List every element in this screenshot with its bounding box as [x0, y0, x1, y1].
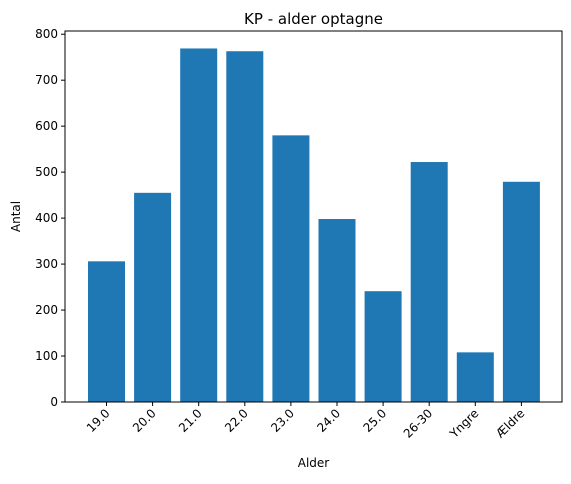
bar	[180, 48, 218, 403]
y-tick-label: 300	[35, 257, 58, 271]
y-tick-label: 700	[35, 73, 58, 87]
bar	[502, 181, 540, 402]
x-axis-ticks: 19.0 20.0 21.0 22.0 23.0 24.0 25.0 26-30 Yngre Æl…	[84, 402, 528, 441]
x-tick-label: 23.0	[268, 406, 297, 435]
y-axis-ticks: 0 100 200 300 400 500 600 700 800	[35, 27, 65, 409]
x-tick-label: 21.0	[176, 406, 205, 435]
y-axis-label: Antal	[9, 201, 23, 232]
y-tick-label: 500	[35, 165, 58, 179]
y-tick-label: 600	[35, 119, 58, 133]
y-tick-label: 800	[35, 27, 58, 41]
y-tick-label: 100	[35, 349, 58, 363]
bar	[410, 162, 448, 402]
x-axis-label: Alder	[298, 456, 330, 470]
y-tick-label: 0	[50, 395, 58, 409]
y-tick-label: 200	[35, 303, 58, 317]
bars	[88, 48, 540, 403]
plot-frame	[64, 30, 563, 403]
x-tick-label: 24.0	[314, 406, 343, 435]
bar	[272, 135, 310, 402]
bar	[88, 261, 125, 402]
x-tick-label: 20.0	[130, 406, 159, 435]
bar	[456, 352, 494, 402]
x-tick-label: 26-30	[401, 406, 436, 441]
bar	[364, 291, 402, 402]
y-tick-label: 400	[35, 211, 58, 225]
x-tick-label: Ældre	[493, 406, 527, 440]
x-tick-label: 19.0	[84, 406, 113, 435]
x-tick-label: 25.0	[360, 406, 389, 435]
chart-title: KP - alder optagne	[244, 10, 383, 28]
bar	[318, 219, 356, 402]
x-tick-label: Yngre	[446, 406, 481, 441]
x-tick-label: 22.0	[222, 406, 251, 435]
bar	[226, 51, 264, 403]
bar	[134, 192, 172, 402]
